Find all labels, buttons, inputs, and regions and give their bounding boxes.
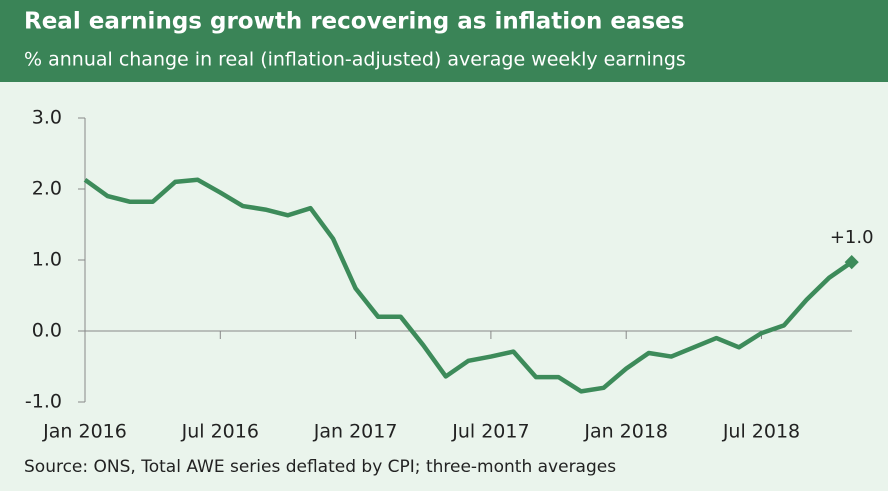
y-tick-label: -1.0 [25,391,62,413]
chart-subtitle: % annual change in real (inflation-adjus… [24,49,686,71]
x-tick-label: Jul 2017 [451,421,529,443]
y-tick-label: 3.0 [32,107,62,129]
line [83,177,853,394]
header [0,0,888,82]
annotation: +1.0 [830,227,874,248]
x-tick-label: Jan 2016 [42,421,127,443]
source: Source: ONS, Total AWE series deflated b… [24,457,616,477]
x-tick-label: Jan 2017 [313,421,398,443]
y-tick-label: 2.0 [32,178,62,200]
x-tick-label: Jul 2016 [181,421,259,443]
y-tick-label: 0.0 [32,320,62,342]
end-marker [844,255,859,270]
chart-title: Real earnings growth recovering as infla… [24,9,684,35]
x-tick-label: Jan 2018 [583,421,668,443]
x-tick-label: Jul 2018 [722,421,800,443]
y-tick-label: 1.0 [32,249,62,271]
